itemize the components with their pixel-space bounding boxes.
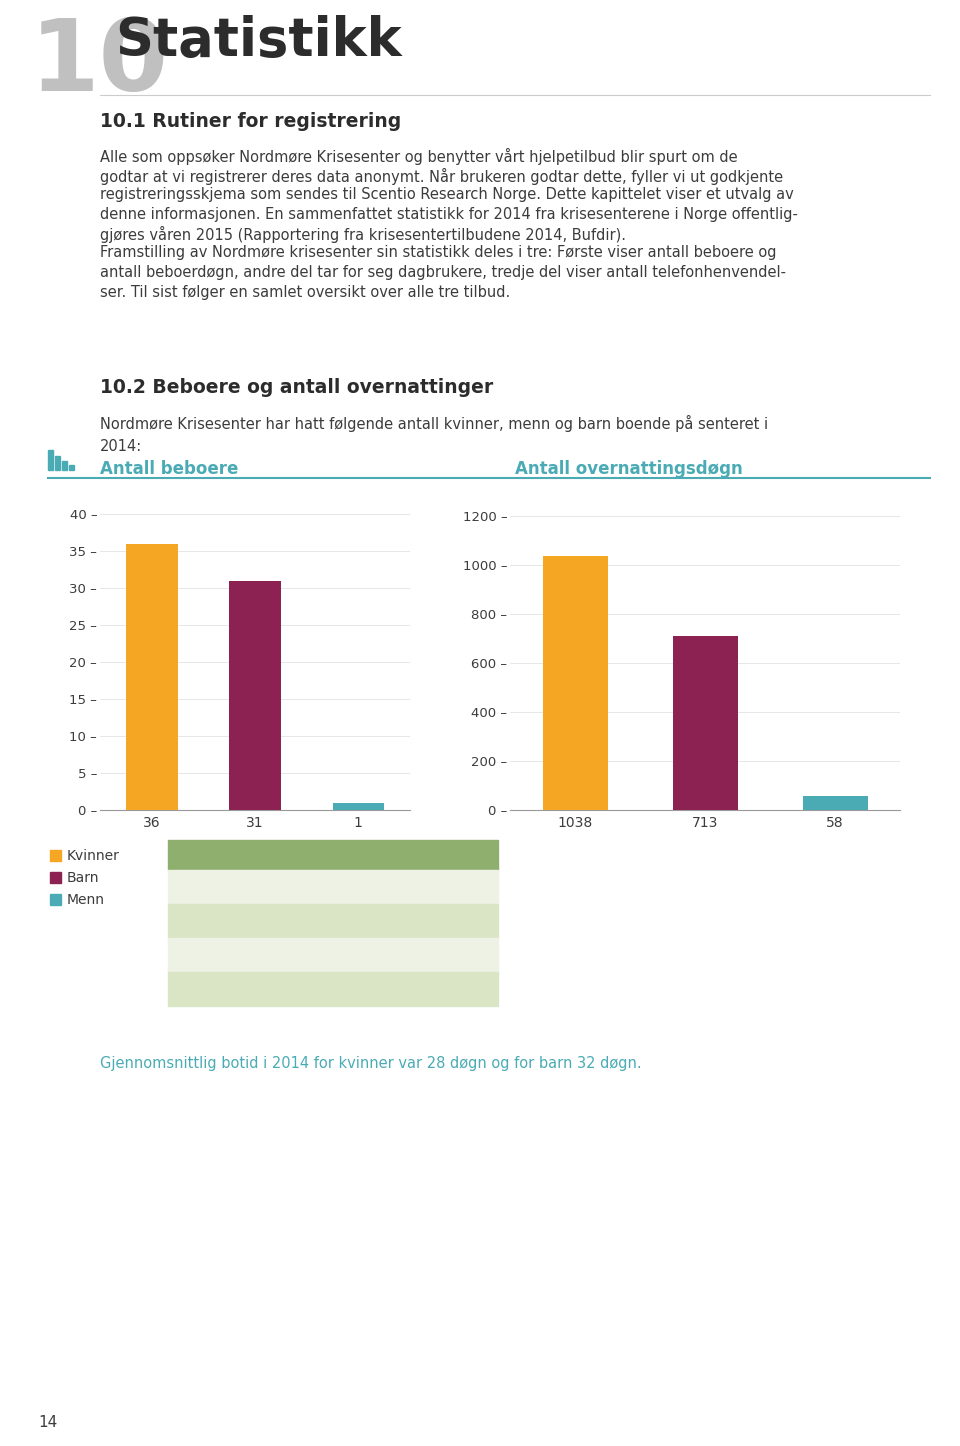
Text: gjøres våren 2015 (Rapportering fra krisesentertilbudene 2014, Bufdir).: gjøres våren 2015 (Rapportering fra kris… [100, 226, 626, 243]
Text: Kvinner: Kvinner [180, 879, 236, 895]
Bar [168, 870, 498, 904]
Bar [62, 461, 67, 470]
Text: 58: 58 [439, 947, 457, 963]
Text: Antall beboere: Antall beboere [100, 460, 238, 479]
Text: 10: 10 [30, 14, 169, 111]
Bar [168, 840, 498, 870]
Text: godtar at vi registrerer deres data anonymt. Når brukeren godtar dette, fyller v: godtar at vi registrerer deres data anon… [100, 168, 783, 185]
Bar [229, 581, 281, 810]
Bar [50, 850, 61, 860]
Text: Nordmøre Krisesenter har hatt følgende antall kvinner, menn og barn boende på se: Nordmøre Krisesenter har hatt følgende a… [100, 415, 768, 454]
Text: denne informasjonen. En sammenfattet statistikk for 2014 fra krisesenterene i No: denne informasjonen. En sammenfattet sta… [100, 207, 798, 221]
Bar [126, 544, 178, 810]
Bar [48, 450, 53, 470]
Bar [69, 466, 74, 470]
Text: Statistikk: Statistikk [115, 14, 401, 67]
Text: 31: 31 [339, 914, 357, 928]
Bar [50, 872, 61, 884]
Text: ser. Til sist følger en samlet oversikt over alle tre tilbud.: ser. Til sist følger en samlet oversikt … [100, 285, 511, 299]
Bar [542, 557, 608, 810]
Text: Barn: Barn [67, 870, 100, 885]
Text: Alle som oppsøker Nordmøre Krisesenter og benytter vårt hjelpetilbud blir spurt : Alle som oppsøker Nordmøre Krisesenter o… [100, 147, 737, 165]
Text: 68: 68 [338, 982, 358, 996]
Text: 713: 713 [434, 914, 462, 928]
Text: 36: 36 [339, 879, 357, 895]
Bar [50, 894, 61, 905]
Text: Antall overnattingsdøgn: Antall overnattingsdøgn [515, 460, 743, 479]
Text: 10.1 Rutiner for registrering: 10.1 Rutiner for registrering [100, 111, 401, 132]
Text: antall beboerdøgn, andre del tar for seg dagbrukere, tredje del viser antall tel: antall beboerdøgn, andre del tar for seg… [100, 265, 786, 281]
Text: Døgn: Døgn [428, 847, 468, 862]
Text: 14: 14 [38, 1416, 58, 1430]
Bar [673, 636, 737, 810]
Bar [55, 455, 60, 470]
Text: registreringsskjema som sendes til Scentio Research Norge. Dette kapittelet vise: registreringsskjema som sendes til Scent… [100, 187, 794, 202]
Text: Menn: Menn [67, 892, 105, 907]
Bar [168, 904, 498, 938]
Text: Antall: Antall [326, 847, 370, 862]
Text: 1038: 1038 [429, 879, 467, 895]
Text: 10.2 Beboere og antall overnattinger: 10.2 Beboere og antall overnattinger [100, 377, 493, 398]
Text: Menn: Menn [180, 947, 220, 963]
Bar [168, 938, 498, 972]
Text: Kvinner: Kvinner [67, 849, 120, 862]
Bar [168, 972, 498, 1006]
Text: Barn: Barn [180, 914, 214, 928]
Text: 1: 1 [344, 947, 352, 963]
Bar [332, 803, 384, 810]
Text: Totalt: Totalt [180, 982, 228, 996]
Text: 1809: 1809 [427, 982, 468, 996]
Bar [803, 795, 868, 810]
Text: Framstilling av Nordmøre krisesenter sin statistikk deles i tre: Første viser an: Framstilling av Nordmøre krisesenter sin… [100, 246, 777, 260]
Text: Gjennomsnittlig botid i 2014 for kvinner var 28 døgn og for barn 32 døgn.: Gjennomsnittlig botid i 2014 for kvinner… [100, 1056, 641, 1071]
